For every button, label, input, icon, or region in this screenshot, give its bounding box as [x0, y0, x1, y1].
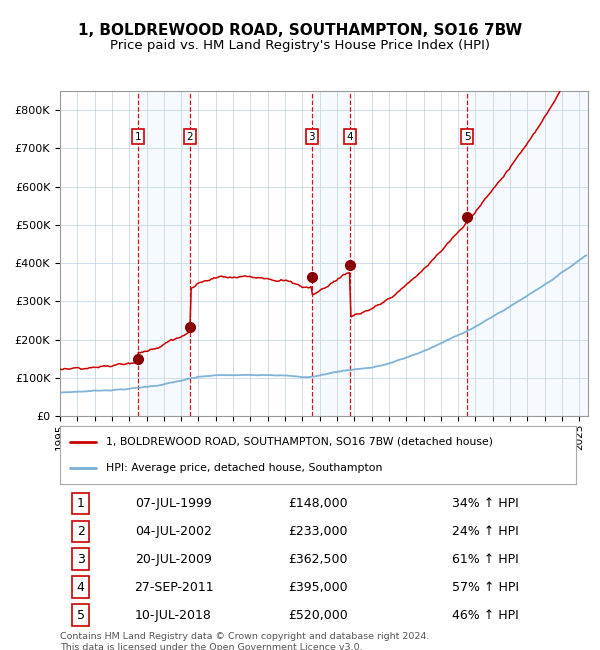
Text: 3: 3 [308, 132, 315, 142]
Text: £395,000: £395,000 [288, 581, 348, 594]
Text: HPI: Average price, detached house, Southampton: HPI: Average price, detached house, Sout… [106, 463, 383, 473]
Text: 3: 3 [77, 552, 85, 566]
Text: £520,000: £520,000 [288, 608, 348, 621]
Text: £362,500: £362,500 [288, 552, 348, 566]
Text: 4: 4 [77, 581, 85, 594]
Text: Price paid vs. HM Land Registry's House Price Index (HPI): Price paid vs. HM Land Registry's House … [110, 39, 490, 52]
Text: 57% ↑ HPI: 57% ↑ HPI [452, 581, 519, 594]
Text: 1: 1 [135, 132, 142, 142]
Text: Contains HM Land Registry data © Crown copyright and database right 2024.
This d: Contains HM Land Registry data © Crown c… [60, 632, 430, 650]
Text: £233,000: £233,000 [288, 525, 348, 538]
Text: 1, BOLDREWOOD ROAD, SOUTHAMPTON, SO16 7BW: 1, BOLDREWOOD ROAD, SOUTHAMPTON, SO16 7B… [78, 23, 522, 38]
Text: 20-JUL-2009: 20-JUL-2009 [135, 552, 212, 566]
Text: 5: 5 [77, 608, 85, 621]
Bar [312, 91, 350, 416]
Text: 2: 2 [77, 525, 85, 538]
Text: 5: 5 [464, 132, 470, 142]
Text: 2: 2 [187, 132, 193, 142]
Text: 4: 4 [346, 132, 353, 142]
Text: 46% ↑ HPI: 46% ↑ HPI [452, 608, 519, 621]
Text: 24% ↑ HPI: 24% ↑ HPI [452, 525, 519, 538]
Text: 04-JUL-2002: 04-JUL-2002 [135, 525, 212, 538]
Text: 07-JUL-1999: 07-JUL-1999 [135, 497, 212, 510]
Text: 27-SEP-2011: 27-SEP-2011 [134, 581, 214, 594]
Text: £148,000: £148,000 [288, 497, 348, 510]
Text: 1, BOLDREWOOD ROAD, SOUTHAMPTON, SO16 7BW (detached house): 1, BOLDREWOOD ROAD, SOUTHAMPTON, SO16 7B… [106, 437, 493, 447]
Text: 10-JUL-2018: 10-JUL-2018 [135, 608, 212, 621]
Bar [467, 91, 588, 416]
Text: 1: 1 [77, 497, 85, 510]
Bar [138, 91, 190, 416]
Text: 34% ↑ HPI: 34% ↑ HPI [452, 497, 519, 510]
Text: 61% ↑ HPI: 61% ↑ HPI [452, 552, 519, 566]
